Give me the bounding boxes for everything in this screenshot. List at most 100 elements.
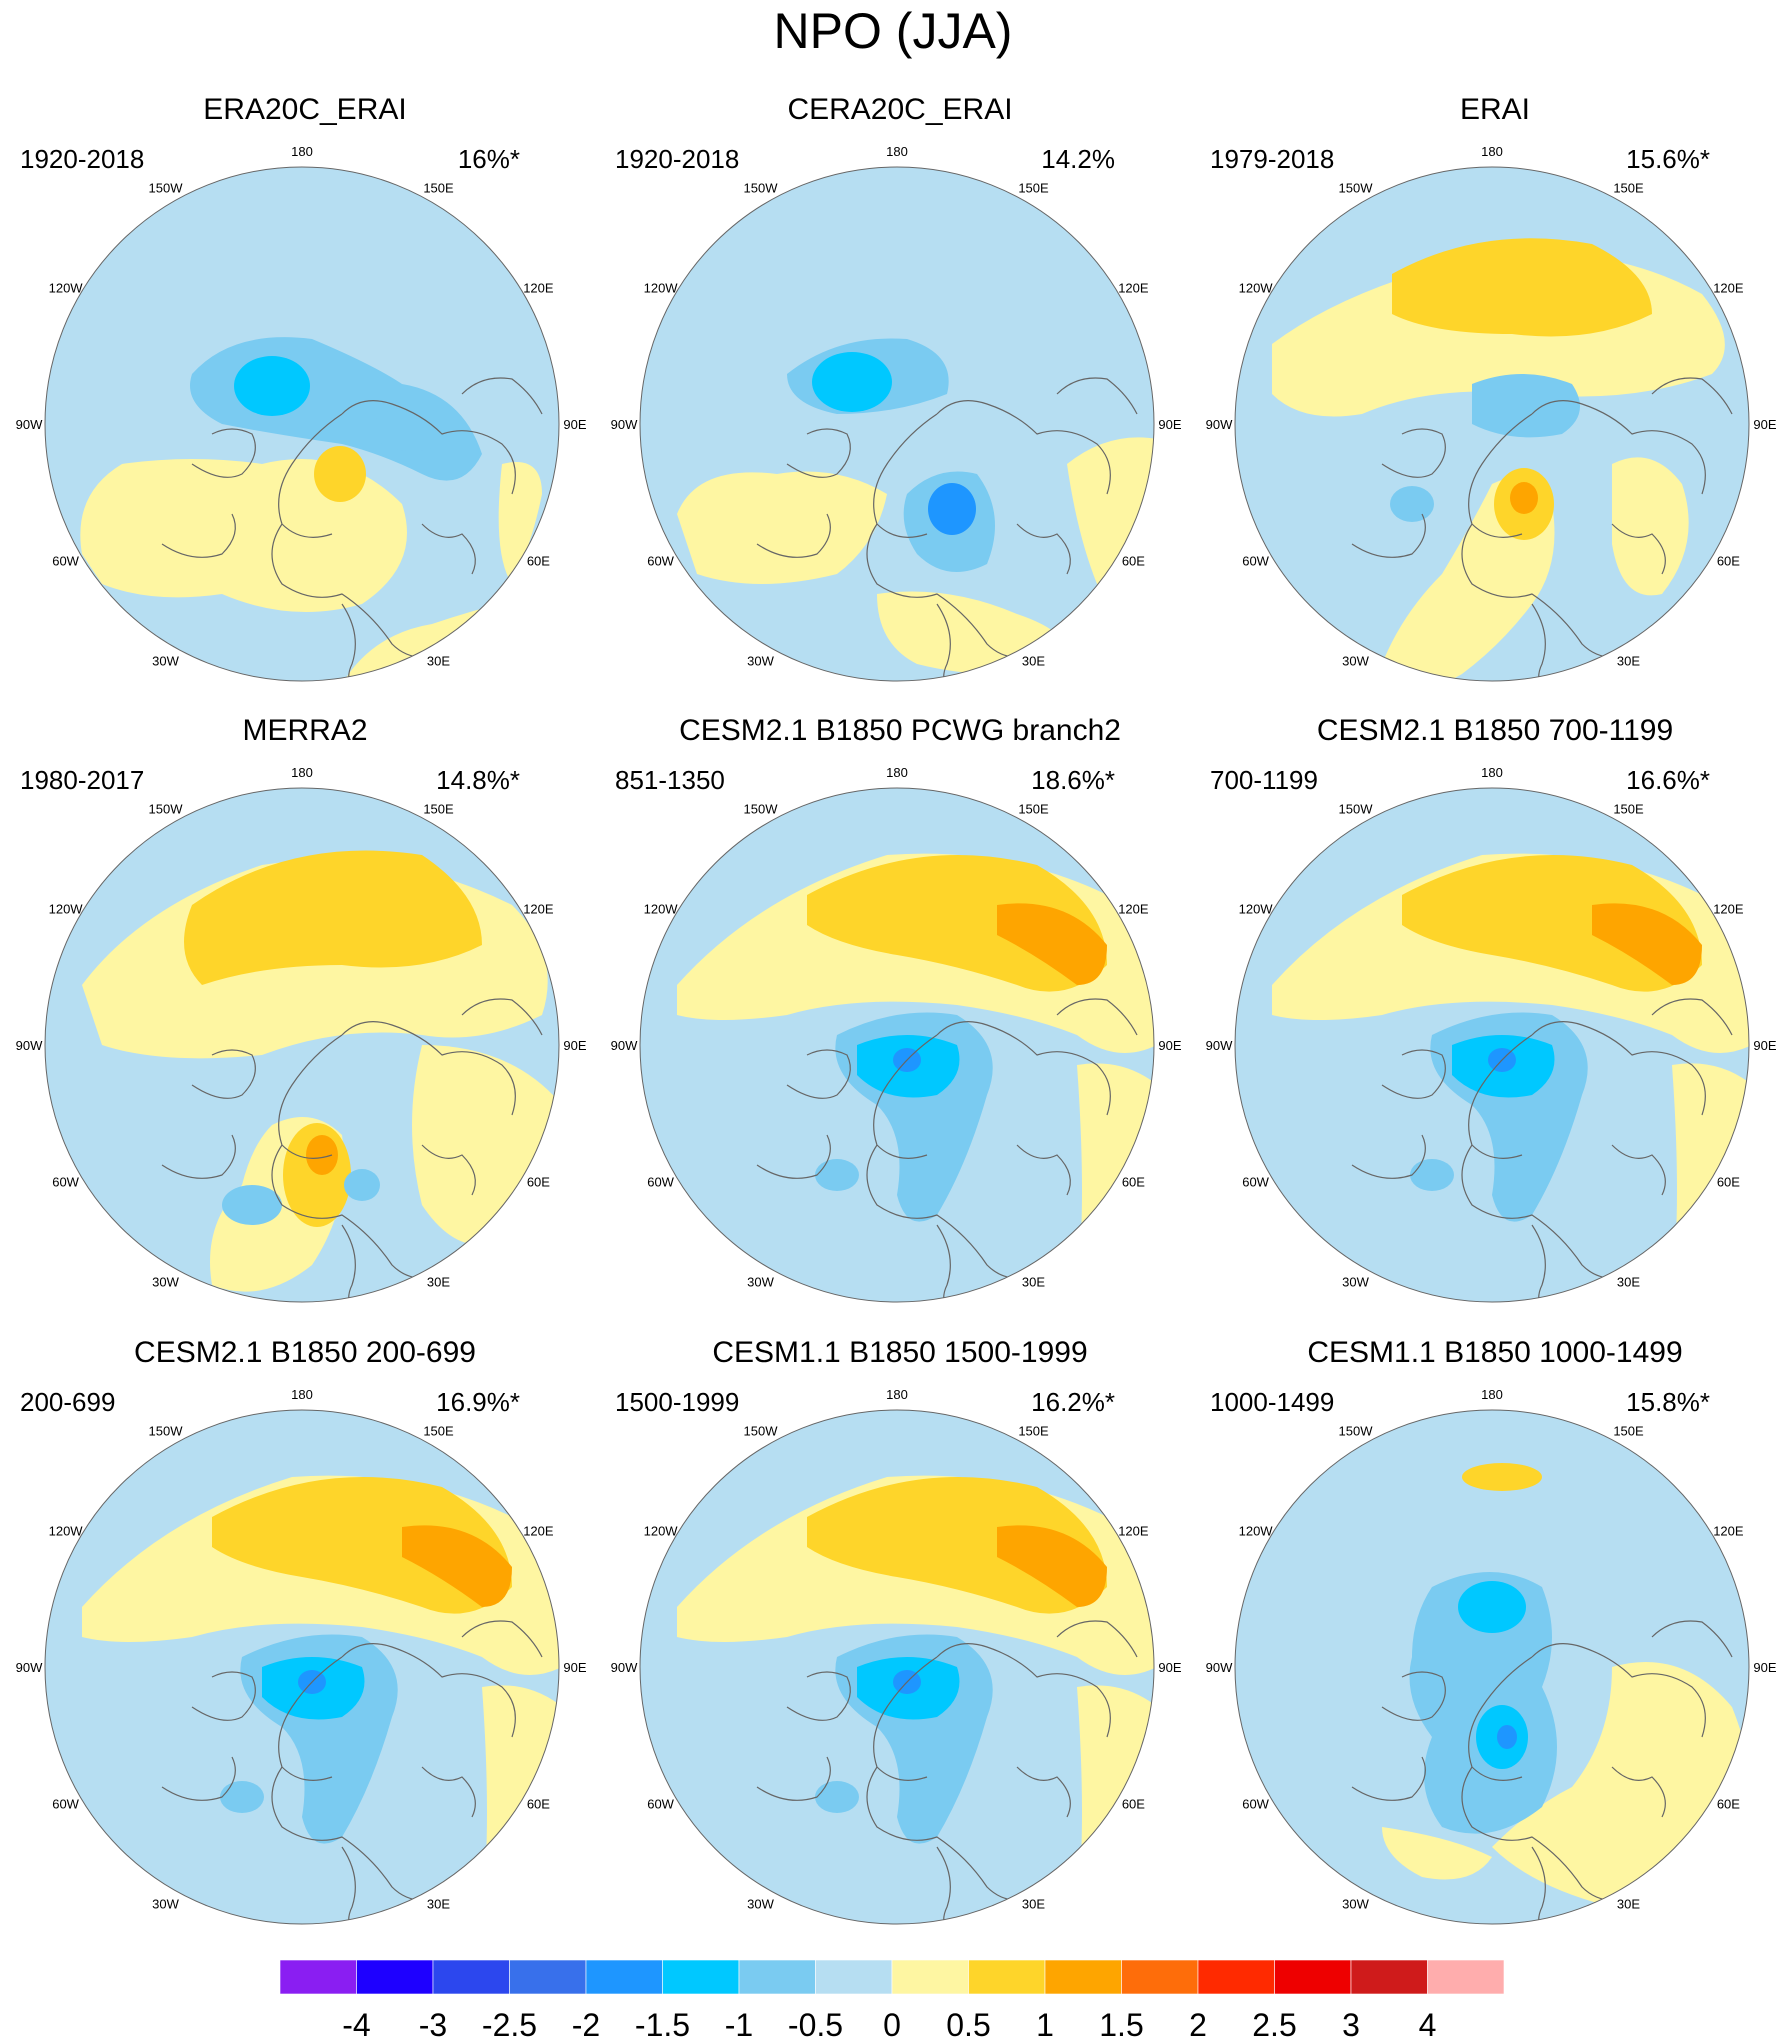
longitude-label: 0 (1488, 690, 1495, 692)
longitude-label: 120W (644, 1524, 679, 1539)
colorbar-tick-label: 2 (1189, 2007, 1207, 2042)
longitude-label: 0 (298, 1933, 305, 1935)
panel-title: CESM2.1 B1850 PCWG branch2 (679, 714, 1121, 747)
coastline (161, 1134, 236, 1179)
longitude-label: 180 (886, 1387, 908, 1402)
longitude-label: 120W (1239, 902, 1274, 917)
longitude-label: 90W (16, 1660, 43, 1675)
longitude-label: 180 (1481, 1387, 1503, 1402)
longitude-label: 60E (1122, 554, 1145, 569)
longitude-label: 60E (1717, 554, 1740, 569)
coastline (341, 1224, 363, 1302)
coastline (161, 1756, 236, 1801)
coastline (1351, 513, 1426, 558)
longitude-label: 60W (647, 1175, 674, 1190)
map-boundary (639, 1409, 1155, 1925)
anomaly-contour (1409, 1572, 1557, 1834)
panel-variance-percent: 15.6%* (1626, 144, 1710, 174)
panel-variance-percent: 16%* (457, 144, 520, 174)
longitude-label: 60E (527, 1175, 550, 1190)
longitude-label: 120E (1118, 281, 1149, 296)
map-panel: MERRA2 1980-2017 14.8%* 180 150E 120E 90E 60E 30… (10, 713, 600, 1313)
colorbar-segment (432, 1960, 510, 1995)
longitude-label: 150W (149, 181, 184, 196)
longitude-label: 120E (1713, 902, 1744, 917)
longitude-label: 90E (1158, 417, 1181, 432)
longitude-label: 30E (427, 653, 450, 668)
polar-stereographic-map: 180 150E 120E 90E 60E 30E 0 30W 60W 90W 120W 150W (16, 765, 587, 1313)
anomaly-contour (1402, 855, 1702, 992)
longitude-label: 60W (1242, 1175, 1269, 1190)
colorbar-segment (815, 1960, 893, 1995)
longitude-label: 90W (1206, 1660, 1233, 1675)
panel-period: 1920-2018 (615, 144, 740, 174)
longitude-label: 60E (1122, 1797, 1145, 1812)
longitude-label: 150E (1018, 802, 1049, 817)
anomaly-contour (815, 1159, 859, 1191)
coastline (341, 1643, 516, 1738)
coastline (873, 1656, 938, 1781)
longitude-label: 90W (1206, 1038, 1233, 1053)
coastline (1531, 1021, 1706, 1116)
coastline (1016, 523, 1071, 575)
coastline (786, 428, 851, 478)
coastline (1056, 998, 1138, 1036)
coastline (873, 413, 938, 538)
longitude-label: 0 (1488, 1311, 1495, 1313)
longitude-label: 30E (1022, 653, 1045, 668)
longitude-label: 180 (886, 765, 908, 780)
map-boundary (44, 787, 560, 1303)
coastline (786, 1671, 851, 1721)
longitude-label: 30E (1022, 1274, 1045, 1289)
longitude-label: 60E (527, 554, 550, 569)
longitude-label: 0 (298, 690, 305, 692)
anomaly-contour (1472, 374, 1580, 438)
coastline (271, 523, 443, 658)
panel-variance-percent: 16.2%* (1031, 1387, 1115, 1417)
colorbar-tick-label: 1 (1036, 2007, 1054, 2042)
longitude-label: 30E (1617, 1896, 1640, 1911)
panel-title: CESM2.1 B1850 700-1199 (1316, 714, 1674, 747)
anomaly-contour (812, 352, 892, 412)
map-panel: CESM1.1 B1850 1000-1499 1000-1499 15.8%* 18… (1200, 1335, 1786, 1935)
longitude-label: 60W (52, 554, 79, 569)
polar-stereographic-map: 180 150E 120E 90E 60E 30E 0 30W 60W 90W 120W 150W (611, 1387, 1182, 1935)
coastline (1611, 1144, 1666, 1196)
anomaly-contour (807, 855, 1107, 992)
coastline (1016, 1766, 1071, 1818)
polar-stereographic-map: 180 150E 120E 90E 60E 30E 0 30W 60W 90W 120W 150W (1206, 765, 1777, 1313)
longitude-label: 60W (52, 1175, 79, 1190)
coastline (936, 1643, 1111, 1738)
longitude-label: 30E (427, 1896, 450, 1911)
longitude-label: 30W (1342, 653, 1369, 668)
coastline (421, 1144, 476, 1196)
colorbar-segment (1121, 1960, 1199, 1995)
coastline (191, 428, 256, 478)
coastline (278, 1034, 343, 1159)
anomaly-contour (220, 1781, 264, 1813)
longitude-label: 30E (1022, 1896, 1045, 1911)
longitude-label: 150E (1018, 181, 1049, 196)
longitude-label: 90W (16, 1038, 43, 1053)
longitude-label: 150W (744, 1424, 779, 1439)
anomaly-contour (1382, 1827, 1492, 1880)
longitude-label: 150E (423, 802, 454, 817)
panel-title: CESM2.1 B1850 200-699 (134, 1336, 476, 1369)
longitude-label: 30W (1342, 1274, 1369, 1289)
polar-stereographic-map: 180 150E 120E 90E 60E 30E 0 30W 60W 90W 120W 150W (611, 144, 1182, 692)
colorbar-tick-label: 2.5 (1252, 2007, 1296, 2042)
coastline (1351, 1756, 1426, 1801)
anomaly-contour (1410, 1159, 1454, 1191)
colorbar-segment (662, 1960, 740, 1995)
map-field (1235, 1410, 1749, 1924)
map-panel: CESM1.1 B1850 1500-1999 1500-1999 16.2%* 18… (605, 1335, 1195, 1935)
polar-stereographic-map: 180 150E 120E 90E 60E 30E 0 30W 60W 90W 120W 150W (1206, 1387, 1777, 1935)
coastline (1611, 1766, 1666, 1818)
coastline (866, 1144, 1038, 1279)
longitude-label: 0 (893, 1933, 900, 1935)
anomaly-contour (928, 483, 976, 535)
longitude-label: 60E (527, 1797, 550, 1812)
longitude-label: 0 (298, 1311, 305, 1313)
coastline (461, 377, 543, 415)
anomaly-contour (80, 459, 408, 612)
